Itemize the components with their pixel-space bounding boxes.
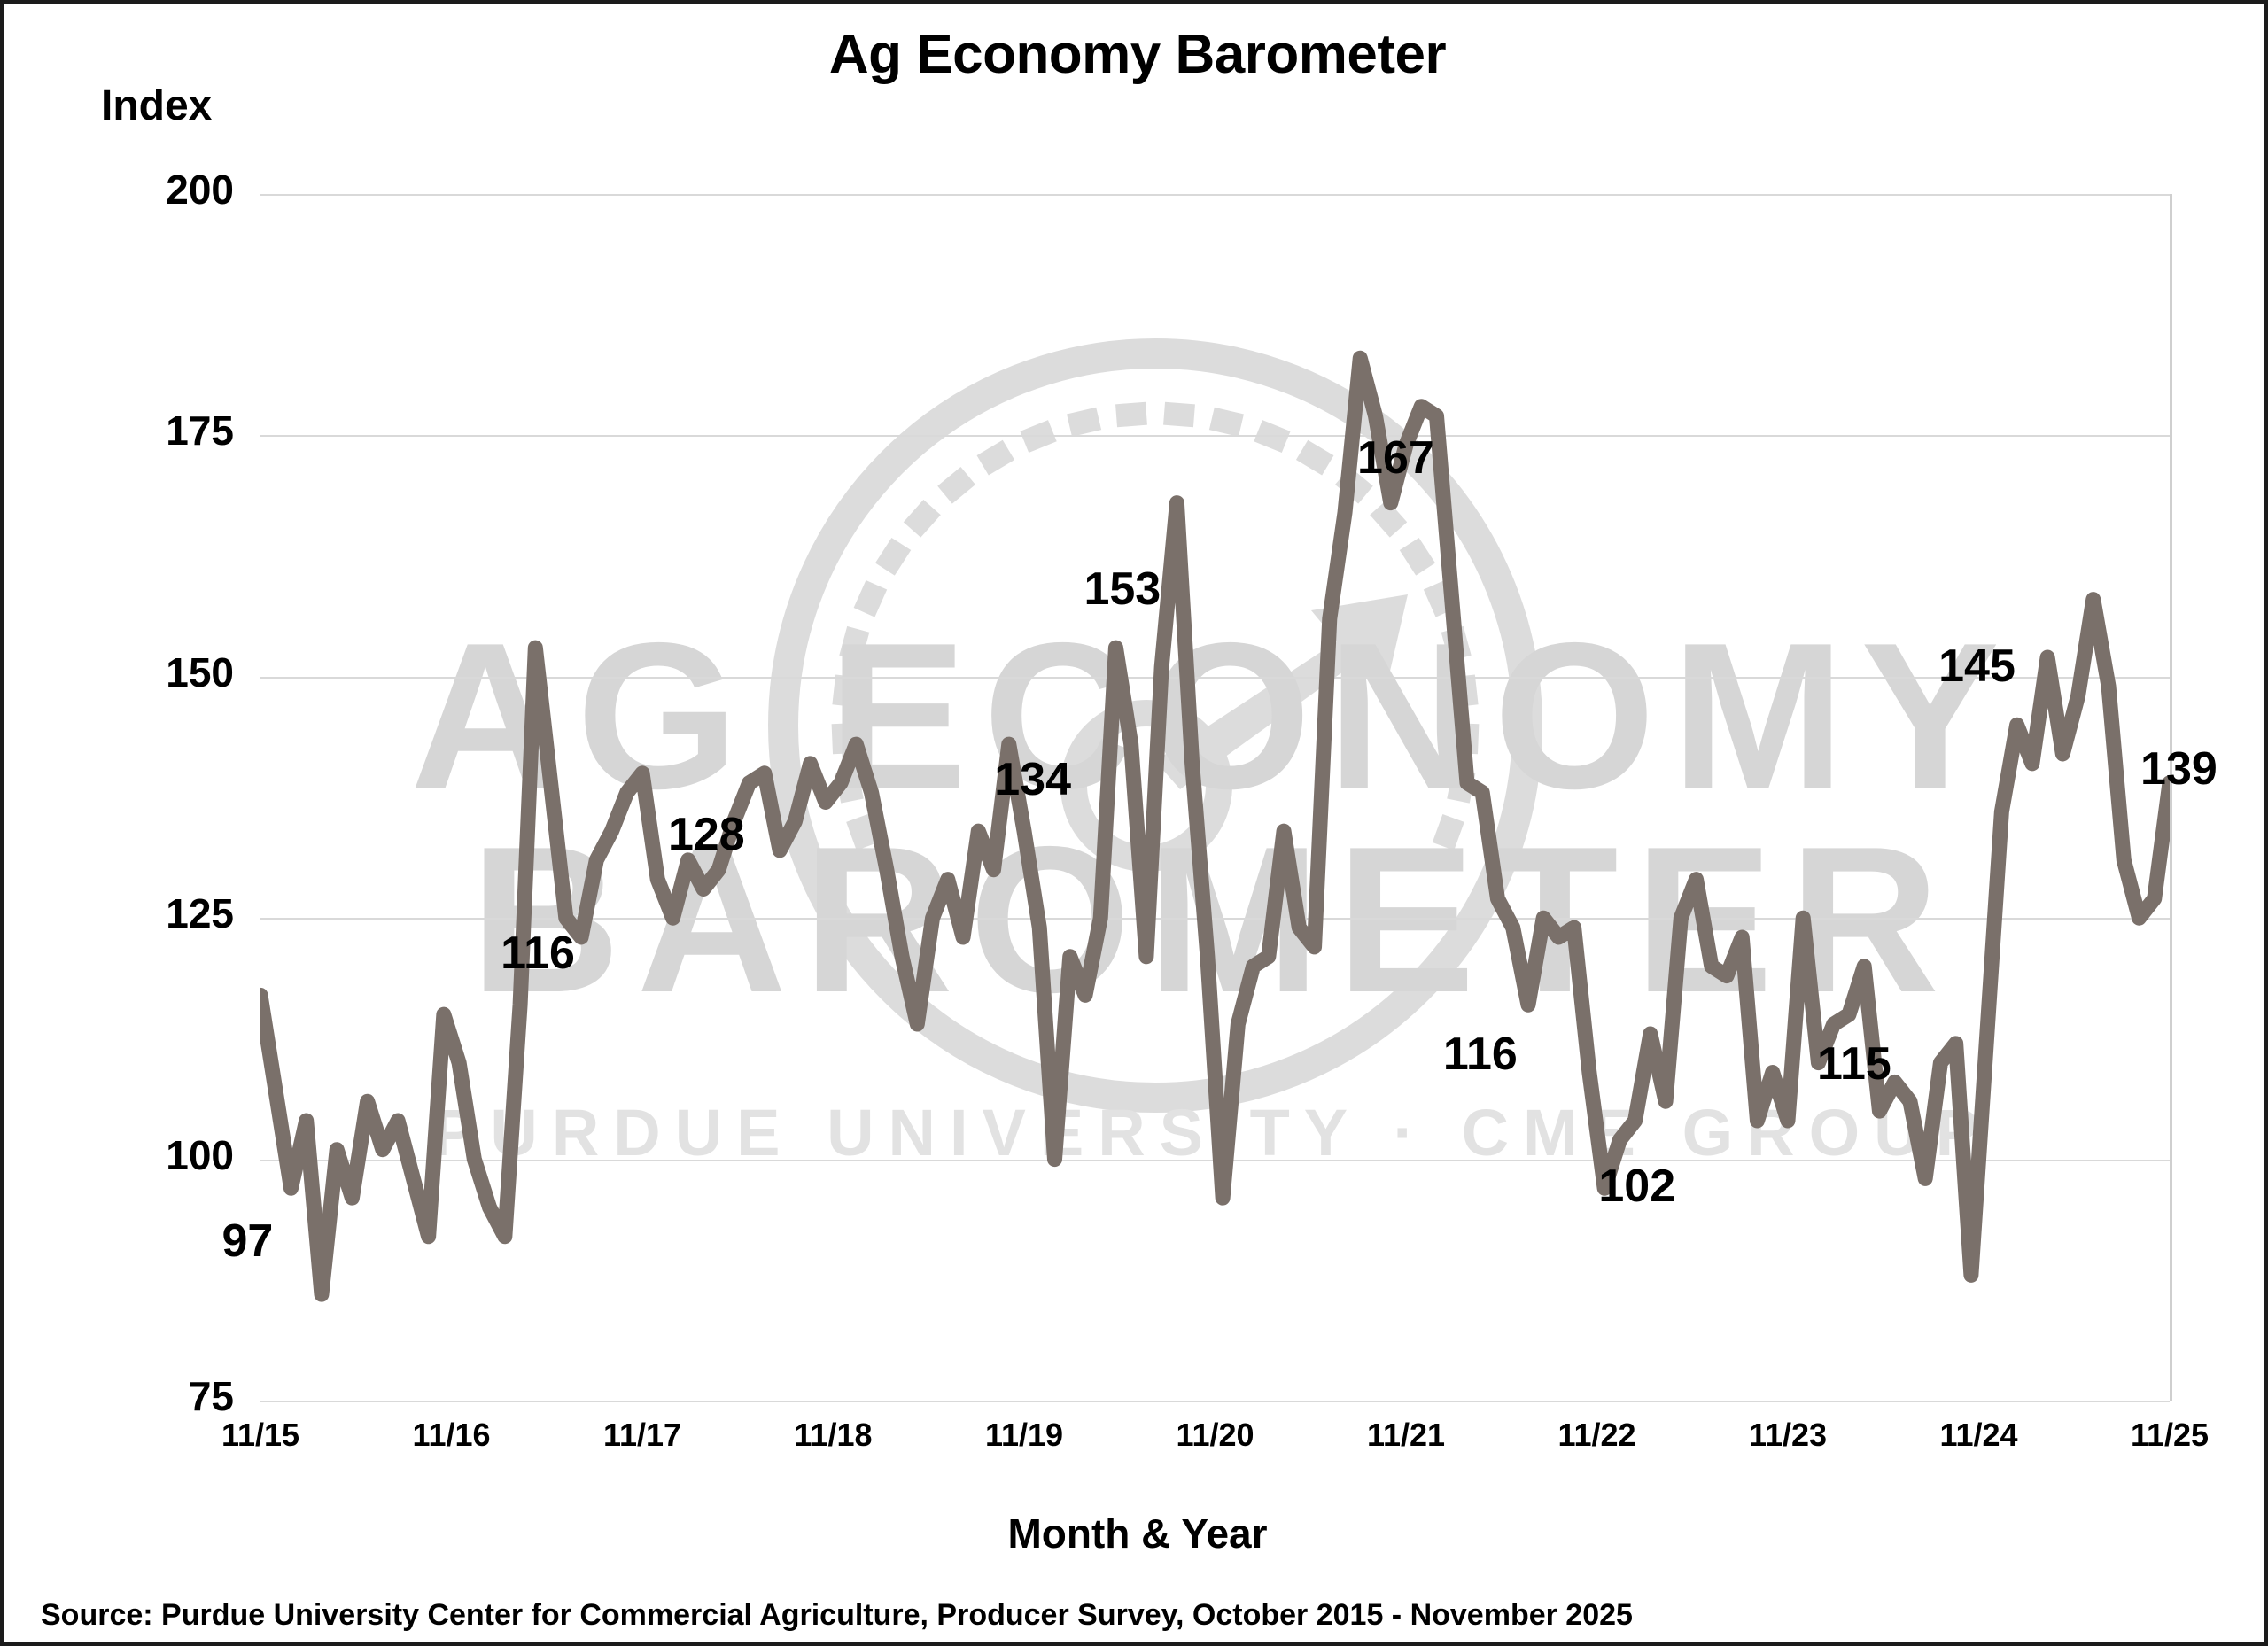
data-point-label: 145 <box>1938 641 2016 693</box>
x-axis-tick-label: 11/19 <box>984 1417 1064 1453</box>
x-axis-tick-label: 11/21 <box>1366 1417 1446 1453</box>
plot-area: AG ECONOMY BAROMETER PURDUE UNIVERSITY ·… <box>260 194 2170 1402</box>
line-series <box>260 350 2170 1302</box>
x-axis-tick-label: 11/18 <box>794 1417 873 1453</box>
data-point-label: 139 <box>2140 742 2218 795</box>
gridline <box>260 1401 2170 1402</box>
y-axis-tick-label: 175 <box>166 408 234 454</box>
x-axis-tick-label: 11/16 <box>412 1417 491 1453</box>
data-point-label: 116 <box>1442 1029 1518 1081</box>
page-title: Ag Economy Barometer <box>828 24 1447 85</box>
y-axis-tick-label: 100 <box>166 1131 234 1178</box>
plot-right-edge <box>2170 194 2172 1401</box>
data-point-label: 167 <box>1357 431 1434 484</box>
x-axis-tick-label: 11/25 <box>2130 1417 2210 1453</box>
x-axis-tick-label: 11/17 <box>602 1417 682 1453</box>
data-point-label: 97 <box>221 1215 274 1268</box>
y-axis-tick-label: 150 <box>166 648 234 695</box>
barometer-line <box>260 350 2170 1302</box>
data-point-label: 128 <box>667 808 745 860</box>
gridline <box>260 194 2170 196</box>
y-axis-tick-label: 200 <box>166 167 234 213</box>
x-axis-tick-label: 11/20 <box>1176 1417 1254 1453</box>
y-axis-tick-label: 75 <box>188 1373 234 1419</box>
x-axis-tick-label: 11/24 <box>1939 1417 2018 1453</box>
x-axis-tick-label: 11/23 <box>1748 1417 1828 1453</box>
y-axis-tick-label: 125 <box>166 890 234 937</box>
data-point-label: 134 <box>994 754 1072 806</box>
data-point-label: 102 <box>1598 1160 1676 1212</box>
data-point-label: 116 <box>501 928 575 980</box>
x-axis-title: Month & Year <box>1007 1510 1268 1557</box>
x-axis-tick-label: 11/22 <box>1557 1417 1636 1453</box>
data-point-label: 115 <box>1816 1038 1891 1091</box>
y-axis-title: Index <box>101 82 213 129</box>
source-note: Source: Purdue University Center for Com… <box>41 1598 1633 1632</box>
data-point-label: 153 <box>1084 563 1161 616</box>
x-axis-tick-label: 11/15 <box>221 1417 300 1453</box>
